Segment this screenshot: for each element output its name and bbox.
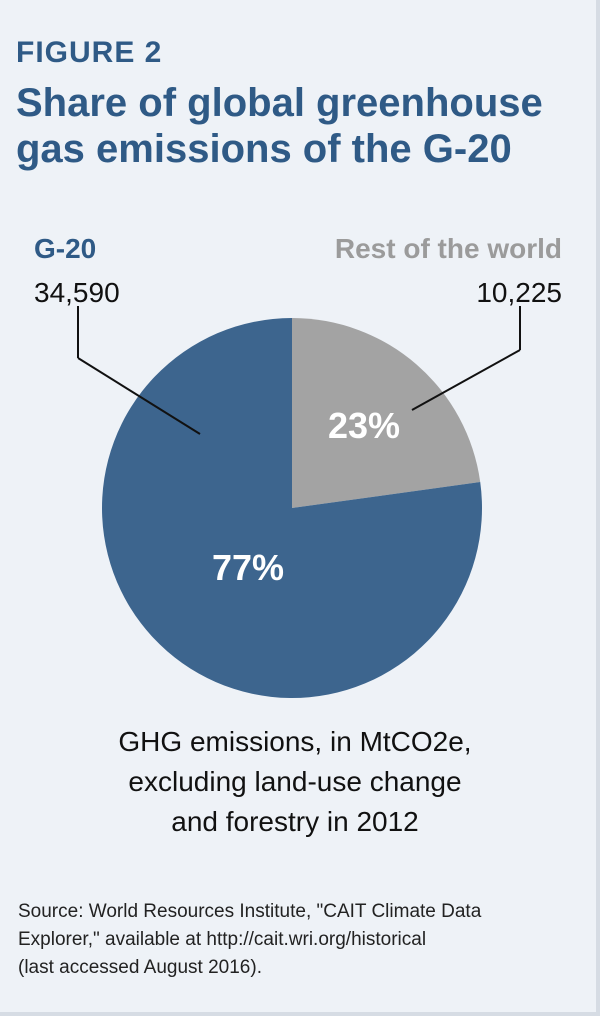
chart-caption: GHG emissions, in MtCO2e, excluding land… xyxy=(60,722,530,842)
chart-title-line-1: Share of global greenhouse xyxy=(16,81,543,125)
percent-label-g20: 77% xyxy=(212,547,284,588)
figure-label: FIGURE 2 xyxy=(16,36,163,69)
rest-leader-line-2 xyxy=(411,349,521,411)
value-label-rest: 10,225 xyxy=(476,277,562,308)
pie-slices xyxy=(101,318,483,698)
pie-chart: G-20 34,590 Rest of the world 10,225 23%… xyxy=(34,233,562,698)
legend-label-rest: Rest of the world xyxy=(335,233,562,264)
g20-leader-line-2 xyxy=(77,357,201,435)
pie-slice-rest xyxy=(292,318,481,508)
source-note: Source: World Resources Institute, "CAIT… xyxy=(18,898,588,982)
caption-line: and forestry in 2012 xyxy=(171,806,419,837)
pie-slice-g20 xyxy=(101,318,483,698)
chart-title: Share of global greenhouse gas emissions… xyxy=(16,80,586,172)
percent-label-rest: 23% xyxy=(328,405,400,446)
source-line: Explorer," available at http://cait.wri.… xyxy=(18,929,427,950)
caption-line: GHG emissions, in MtCO2e, xyxy=(118,726,472,757)
legend-label-g20: G-20 xyxy=(34,233,96,264)
source-line: (last accessed August 2016). xyxy=(18,957,262,978)
chart-title-line-2: gas emissions of the G-20 xyxy=(16,127,512,171)
source-line: Source: World Resources Institute, "CAIT… xyxy=(18,901,482,922)
caption-line: excluding land-use change xyxy=(128,766,462,797)
value-label-g20: 34,590 xyxy=(34,277,120,308)
